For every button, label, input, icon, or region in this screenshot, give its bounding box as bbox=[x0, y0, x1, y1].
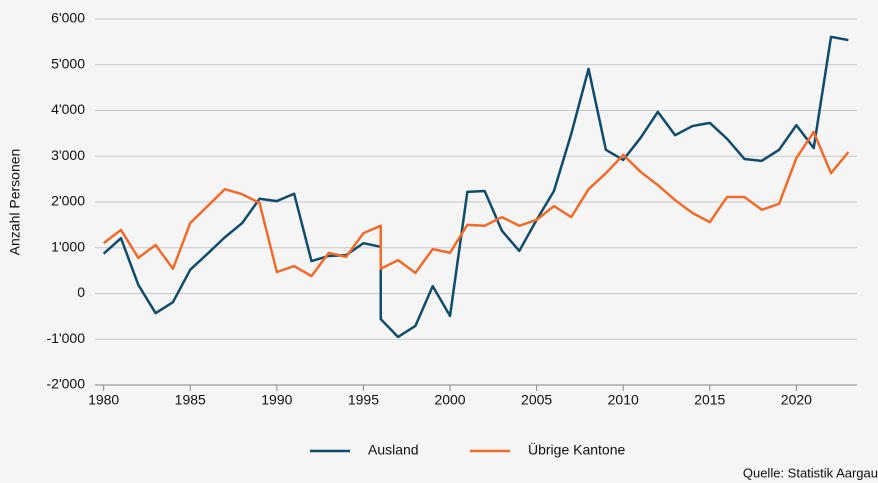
line bbox=[102, 130, 850, 278]
x-tick-label: 1990 bbox=[261, 392, 292, 408]
y-tick-label: 5'000 bbox=[51, 55, 85, 71]
x-tick-label: 1980 bbox=[88, 392, 119, 408]
y-tick-label: 0 bbox=[77, 284, 85, 300]
legend-label: Übrige Kantone bbox=[528, 441, 626, 458]
x-tick-label: 1995 bbox=[348, 392, 379, 408]
x-tick-label: 2005 bbox=[521, 392, 552, 408]
legend-label: Ausland bbox=[368, 442, 419, 458]
x-tick-label: 2020 bbox=[781, 392, 812, 408]
line bbox=[102, 35, 849, 339]
y-tick-label: 2'000 bbox=[51, 193, 85, 209]
y-tick-label: 4'000 bbox=[51, 101, 85, 117]
x-tick-label: 2000 bbox=[434, 392, 465, 408]
y-tick-label: 1'000 bbox=[51, 238, 85, 254]
y-axis-label: Anzahl Personen bbox=[7, 149, 23, 256]
y-tick-label: -1'000 bbox=[47, 330, 86, 346]
x-tick-label: 2010 bbox=[608, 392, 639, 408]
y-tick-label: -2'000 bbox=[47, 376, 86, 392]
x-tick-label: 2015 bbox=[694, 392, 725, 408]
x-tick-label: 1985 bbox=[175, 392, 206, 408]
y-tick-label: 3'000 bbox=[51, 147, 85, 163]
y-tick-label: 6'000 bbox=[51, 10, 85, 26]
source: Quelle: Statistik Aargau bbox=[743, 465, 878, 480]
